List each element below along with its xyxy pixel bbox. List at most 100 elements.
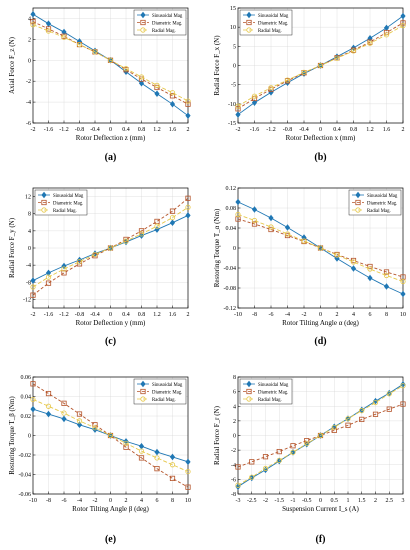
data-point [383, 272, 390, 279]
legend-entry: Radial Mag. [367, 209, 391, 214]
x-tick-label: -2 [93, 498, 98, 504]
data-point [383, 24, 390, 32]
x-tick-label: 0.4 [122, 127, 130, 133]
x-tick-label: 1 [347, 498, 350, 504]
data-point [251, 206, 258, 213]
y-tick-label: 4 [233, 404, 236, 410]
panel-label: (a) [105, 152, 117, 163]
series-line [237, 218, 404, 278]
data-point [76, 411, 83, 417]
y-tick-label: -0.12 [224, 306, 237, 312]
data-point [386, 391, 392, 397]
data-point [235, 464, 241, 470]
data-point [334, 55, 340, 61]
data-point [123, 238, 129, 244]
x-tick-label: 0 [319, 498, 322, 504]
y-axis-label: Restoring Torque T_β (Nm) [8, 396, 16, 475]
x-tick-label: 2 [336, 312, 339, 318]
y-axis-label: Radial Force F_y (N) [8, 217, 16, 278]
x-tick-label: 0.4 [122, 312, 130, 318]
y-tick-label: -2 [26, 79, 31, 85]
data-point [169, 214, 176, 221]
legend-marker [355, 191, 361, 199]
y-tick-label: -8 [26, 280, 31, 286]
data-point [367, 266, 373, 272]
data-point [154, 455, 160, 461]
data-point [284, 231, 291, 237]
y-tick-label: 5 [233, 44, 236, 50]
y-tick-label: -10 [228, 102, 236, 108]
x-tick-label: 1.2 [366, 127, 374, 133]
data-point [123, 444, 129, 450]
data-point [367, 263, 373, 270]
data-point [76, 418, 83, 424]
data-point [359, 408, 365, 414]
data-point [276, 457, 282, 463]
data-point [169, 93, 176, 99]
data-point [61, 266, 67, 272]
data-point [185, 468, 191, 475]
data-point [30, 405, 36, 413]
legend-marker [246, 27, 252, 33]
data-point [138, 232, 145, 239]
x-tick-label: 0 [109, 498, 112, 504]
data-point [317, 245, 324, 251]
y-axis-label: Axial Force F_z (N) [8, 36, 16, 94]
data-point [45, 390, 52, 397]
data-point [45, 280, 52, 286]
x-tick-label: 4 [140, 498, 143, 504]
y-tick-label: 0.04 [226, 226, 237, 232]
x-tick-label: -1.2 [59, 312, 69, 318]
x-tick-label: -1.2 [59, 127, 69, 133]
x-tick-label: -1 [291, 498, 296, 504]
x-tick-label: -0.4 [90, 312, 100, 318]
series-line [32, 399, 189, 472]
data-point [400, 290, 406, 298]
data-point [45, 26, 52, 32]
x-tick-label: -1.6 [44, 127, 54, 133]
data-point [45, 20, 52, 27]
panel-label: (e) [105, 534, 116, 545]
y-tick-label: 15 [230, 6, 236, 12]
x-axis-label: Suspension Current I_s (A) [282, 505, 359, 513]
legend-entry: Diametric Mag. [258, 22, 288, 27]
y-tick-label: -8 [231, 492, 236, 498]
x-tick-label: -10 [29, 498, 37, 504]
legend: Sinusoidal Mag Diametric Mag. Radial Mag. [133, 9, 187, 36]
y-tick-label: 4 [28, 16, 31, 22]
x-axis-label: Rotor Deflection y (mm) [76, 319, 146, 327]
series-circle [30, 204, 191, 290]
x-axis-label: Rotor Tilting Angle β (deg) [72, 505, 149, 513]
y-tick-label: -15 [228, 121, 236, 127]
legend-entry: Sinusoidal Mag [152, 14, 183, 19]
x-tick-label: -2 [302, 312, 307, 318]
data-point [185, 112, 191, 119]
y-tick-label: -6 [26, 121, 31, 127]
series-diamond [30, 405, 191, 466]
data-point [290, 443, 296, 449]
legend-marker [41, 199, 47, 206]
data-point [359, 416, 365, 423]
data-point [304, 438, 310, 444]
x-tick-label: 2.5 [386, 498, 394, 504]
series-square [235, 216, 406, 280]
data-point [367, 274, 373, 282]
series-line [237, 403, 404, 468]
data-point [383, 269, 390, 275]
data-point [92, 251, 98, 258]
data-point [185, 212, 191, 219]
legend-entry: Diametric Mag. [258, 391, 288, 396]
data-point [235, 103, 241, 109]
x-tick-label: -1.6 [44, 312, 54, 318]
data-point [30, 10, 36, 18]
legend-marker [140, 11, 146, 19]
legend-entry: Sinusoidal Mag [53, 194, 84, 199]
data-point [304, 440, 310, 447]
panel-label: (b) [314, 152, 326, 163]
y-tick-label: -5 [231, 83, 236, 89]
data-point [92, 49, 98, 55]
legend-marker [140, 19, 146, 26]
x-tick-label: 0 [109, 127, 112, 133]
data-point [154, 82, 160, 88]
y-tick-label: 8 [28, 212, 31, 218]
